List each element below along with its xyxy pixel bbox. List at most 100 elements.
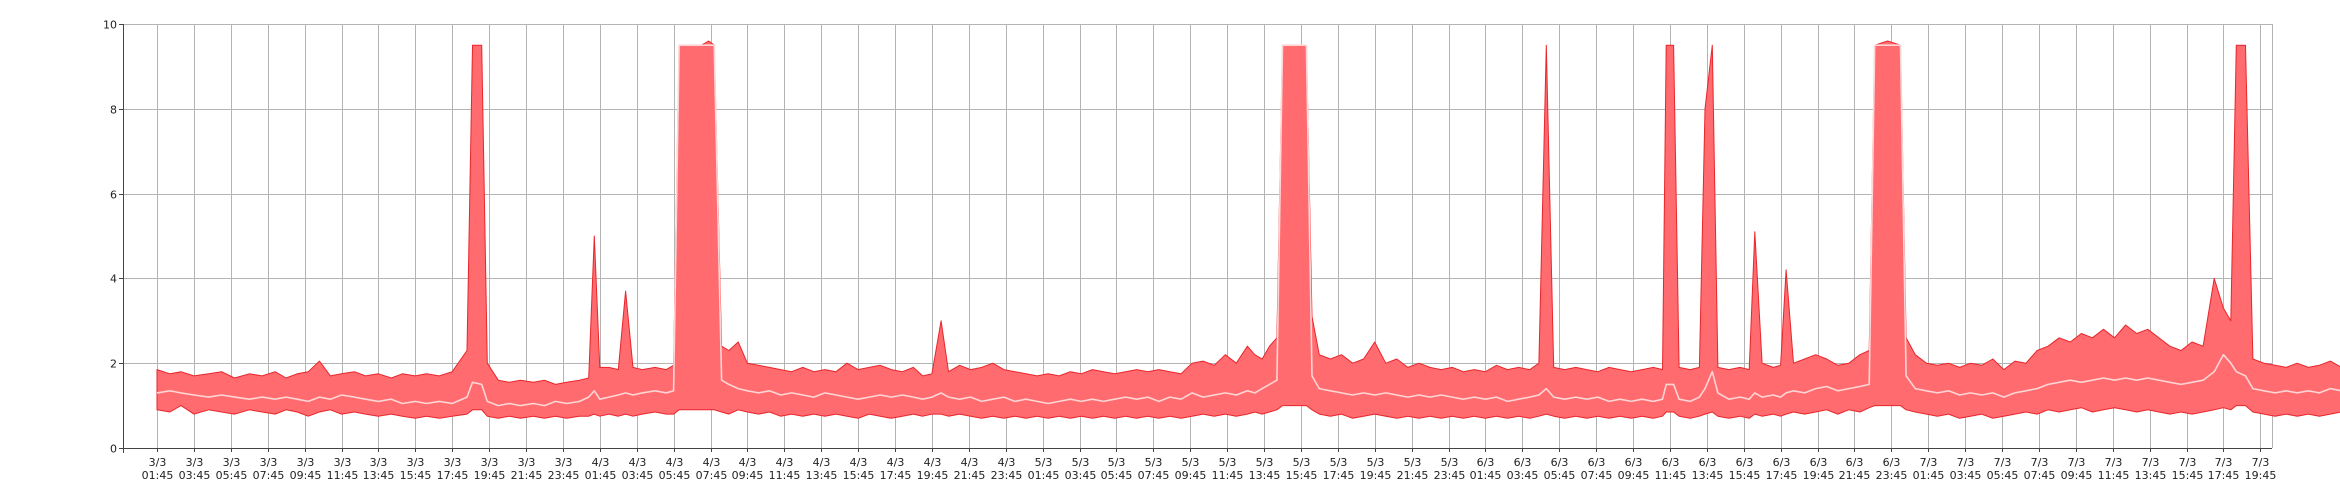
x-tick-label-day: 7/3	[1994, 456, 2012, 469]
x-tick-label-day: 3/3	[481, 456, 499, 469]
min-max-band	[156, 40, 2340, 419]
x-tick-label-day: 4/3	[592, 456, 610, 469]
x-tick-label-time: 19:45	[917, 469, 949, 482]
x-tick-label-day: 4/3	[813, 456, 831, 469]
x-tick-label-time: 17:45	[437, 469, 469, 482]
x-tick-label-day: 7/3	[2252, 456, 2270, 469]
x-tick-label-day: 7/3	[1957, 456, 1975, 469]
x-tick-label-time: 07:45	[2024, 469, 2056, 482]
band-area	[156, 40, 2340, 419]
y-tick-label: 6	[110, 189, 117, 202]
x-tick-label-day: 6/3	[1736, 456, 1754, 469]
x-tick-label-time: 07:45	[1581, 469, 1613, 482]
x-tick-label-day: 5/3	[1256, 456, 1274, 469]
x-tick-label-day: 5/3	[1367, 456, 1385, 469]
x-tick-label-time: 19:45	[1803, 469, 1835, 482]
x-tick-label-time: 11:45	[2098, 469, 2130, 482]
x-tick-label-time: 15:45	[2172, 469, 2204, 482]
x-tick-label-day: 5/3	[1330, 456, 1348, 469]
x-tick-label-time: 05:45	[1101, 469, 1133, 482]
x-tick-label-day: 7/3	[1920, 456, 1938, 469]
x-tick-label-time: 13:45	[2135, 469, 2167, 482]
x-tick-label-time: 03:45	[179, 469, 211, 482]
x-tick-label-time: 07:45	[253, 469, 285, 482]
x-tick-label-day: 6/3	[1551, 456, 1569, 469]
axes	[119, 24, 2272, 453]
x-tick-label-day: 5/3	[1219, 456, 1237, 469]
x-tick-label-time: 05:45	[1987, 469, 2019, 482]
x-tick-label-day: 3/3	[444, 456, 462, 469]
x-tick-label-time: 13:45	[363, 469, 395, 482]
y-tick-label: 4	[110, 273, 117, 286]
x-tick-label-time: 19:45	[474, 469, 506, 482]
x-tick-label-day: 6/3	[1662, 456, 1680, 469]
x-tick-label-time: 05:45	[659, 469, 691, 482]
y-tick-label: 8	[110, 104, 117, 117]
x-tick-label-day: 5/3	[1072, 456, 1090, 469]
y-tick-label: 2	[110, 358, 117, 371]
x-tick-label-day: 6/3	[1588, 456, 1606, 469]
x-tick-label-time: 09:45	[1618, 469, 1650, 482]
x-tick-label-day: 6/3	[1773, 456, 1791, 469]
x-tick-label-time: 21:45	[954, 469, 986, 482]
x-tick-label-day: 7/3	[2142, 456, 2160, 469]
x-tick-label-time: 23:45	[1434, 469, 1466, 482]
x-tick-label-day: 5/3	[1108, 456, 1126, 469]
x-tick-label-time: 07:45	[1138, 469, 1170, 482]
x-tick-label-time: 15:45	[1729, 469, 1761, 482]
x-tick-label-day: 4/3	[998, 456, 1016, 469]
x-tick-label-day: 4/3	[739, 456, 757, 469]
x-tick-label-time: 11:45	[327, 469, 359, 482]
x-tick-label-day: 3/3	[407, 456, 425, 469]
y-tick-label: 10	[103, 19, 117, 32]
x-tick-label-time: 13:45	[1692, 469, 1724, 482]
x-tick-label-time: 13:45	[1249, 469, 1281, 482]
x-tick-label-day: 4/3	[924, 456, 942, 469]
x-tick-label-day: 5/3	[1441, 456, 1459, 469]
x-tick-label-time: 21:45	[511, 469, 543, 482]
x-tick-label-day: 4/3	[629, 456, 647, 469]
x-tick-label-time: 05:45	[1544, 469, 1576, 482]
x-tick-label-time: 01:45	[1913, 469, 1945, 482]
x-tick-label-time: 01:45	[1028, 469, 1060, 482]
x-tick-label-day: 5/3	[1145, 456, 1163, 469]
x-tick-label-time: 03:45	[1950, 469, 1982, 482]
x-tick-label-time: 11:45	[769, 469, 801, 482]
x-tick-label-time: 07:45	[696, 469, 728, 482]
x-tick-label-day: 4/3	[850, 456, 868, 469]
x-tick-label-time: 15:45	[400, 469, 432, 482]
x-tick-label-day: 5/3	[1404, 456, 1422, 469]
x-tick-label-time: 17:45	[1323, 469, 1355, 482]
x-tick-label-day: 4/3	[887, 456, 905, 469]
x-tick-label-time: 01:45	[585, 469, 617, 482]
x-tick-label-day: 6/3	[1625, 456, 1643, 469]
x-tick-label-day: 3/3	[370, 456, 388, 469]
x-tick-label-day: 4/3	[666, 456, 684, 469]
x-tick-label-time: 01:45	[1470, 469, 1502, 482]
x-tick-label-time: 15:45	[1286, 469, 1318, 482]
tick-labels: 3/301:453/303:453/305:453/307:453/309:45…	[103, 19, 2276, 483]
x-tick-label-time: 17:45	[2208, 469, 2240, 482]
x-tick-label-time: 11:45	[1212, 469, 1244, 482]
x-tick-label-day: 5/3	[1035, 456, 1053, 469]
x-tick-label-day: 6/3	[1477, 456, 1495, 469]
x-tick-label-day: 3/3	[149, 456, 167, 469]
x-tick-label-day: 7/3	[2031, 456, 2049, 469]
x-tick-label-time: 03:45	[1507, 469, 1539, 482]
x-tick-label-day: 3/3	[297, 456, 315, 469]
x-tick-label-time: 09:45	[290, 469, 322, 482]
x-tick-label-day: 3/3	[518, 456, 536, 469]
x-tick-label-time: 13:45	[806, 469, 838, 482]
x-tick-label-day: 7/3	[2068, 456, 2086, 469]
x-tick-label-day: 3/3	[334, 456, 352, 469]
x-tick-label-day: 3/3	[260, 456, 278, 469]
x-tick-label-day: 3/3	[186, 456, 204, 469]
x-tick-label-time: 03:45	[1065, 469, 1097, 482]
mean-line	[156, 44, 2340, 407]
x-tick-label-time: 21:45	[1397, 469, 1429, 482]
x-tick-label-time: 23:45	[1876, 469, 1908, 482]
x-tick-label-day: 4/3	[776, 456, 794, 469]
x-tick-label-day: 7/3	[2179, 456, 2197, 469]
